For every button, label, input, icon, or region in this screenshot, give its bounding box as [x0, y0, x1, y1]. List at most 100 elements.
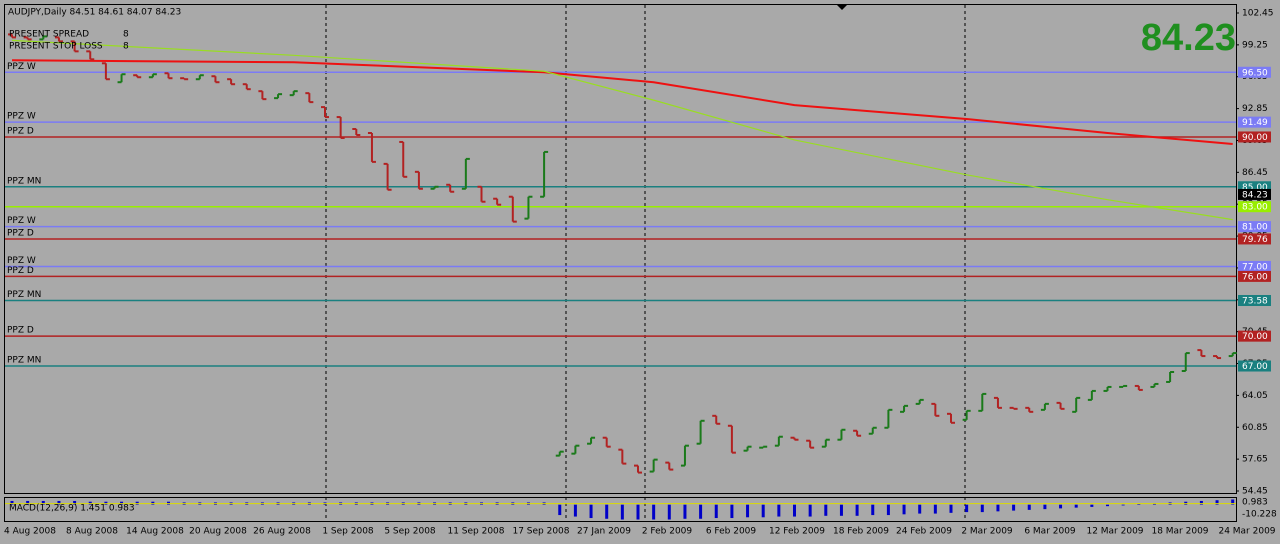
level-name: PPZ D: [7, 126, 34, 136]
y-tick-label: 102.45: [1242, 9, 1274, 19]
chart-title: AUDJPY,Daily 84.51 84.61 84.07 84.23: [8, 8, 181, 18]
level-box: [1238, 330, 1271, 342]
level-name: PPZ W: [7, 62, 36, 72]
current-price-box: [1238, 188, 1271, 200]
x-tick-label: 18 Feb 2009: [833, 527, 889, 537]
x-tick-label: 1 Sep 2008: [322, 527, 374, 537]
macd-bar: [636, 504, 640, 520]
x-tick-label: 2 Mar 2009: [961, 527, 1013, 537]
level-box: [1238, 294, 1271, 306]
x-tick-label: 12 Mar 2009: [1086, 527, 1143, 537]
y-tick-label: 57.65: [1242, 455, 1268, 465]
macd-bar: [746, 504, 750, 518]
x-tick-label: 6 Mar 2009: [1024, 527, 1076, 537]
level-box: [1238, 131, 1271, 143]
x-tick-label: 6 Feb 2009: [706, 527, 757, 537]
level-box: [1238, 66, 1271, 78]
level-price: 83.00: [1242, 203, 1268, 213]
level-name: PPZ D: [7, 266, 34, 276]
macd-bar: [1199, 500, 1203, 505]
macd-bar: [1074, 504, 1078, 508]
macd-bar: [1043, 504, 1047, 510]
macd-bar: [652, 504, 656, 520]
macd-bar: [824, 504, 828, 516]
macd-bar: [1137, 503, 1141, 505]
level-box: [1238, 116, 1271, 128]
x-tick-label: 4 Aug 2008: [4, 527, 56, 537]
macd-bar: [699, 504, 703, 519]
macd-bar: [667, 504, 671, 520]
macd-bar: [558, 504, 562, 516]
macd-bar: [1090, 504, 1094, 507]
level-price: 79.76: [1242, 235, 1268, 245]
level-name: PPZ W: [7, 112, 36, 122]
x-tick-label: 2 Feb 2009: [642, 527, 693, 537]
level-box: [1238, 360, 1271, 372]
x-tick-label: 11 Sep 2008: [447, 527, 504, 537]
macd-bar: [589, 504, 593, 519]
x-tick-label: 12 Feb 2009: [769, 527, 825, 537]
separators: [325, 5, 966, 521]
x-tick-label: 26 Aug 2008: [253, 527, 311, 537]
info-label: PRESENT STOP LOSS: [9, 42, 103, 52]
x-tick-label: 17 Sep 2008: [512, 527, 569, 537]
level-box: [1238, 233, 1271, 245]
level-price: 81.00: [1242, 223, 1268, 233]
macd-bar: [1231, 499, 1235, 505]
macd-axis-label: -10.228: [1242, 510, 1277, 520]
macd-bar: [996, 504, 1000, 512]
macd-bar: [855, 504, 859, 516]
macd-bar: [683, 504, 687, 519]
info-label: PRESENT SPREAD: [9, 30, 89, 40]
macd-bar: [980, 504, 984, 513]
macd-bar: [808, 504, 812, 517]
macd-bar: [1215, 500, 1219, 505]
level-name: PPZ W: [7, 216, 36, 226]
macd-bar: [761, 504, 765, 518]
macd-bar: [73, 500, 77, 505]
level-name: PPZ MN: [7, 176, 41, 186]
level-price: 96.50: [1242, 68, 1268, 78]
level-price: 76.00: [1242, 272, 1268, 282]
moving-average: [11, 39, 1233, 221]
macd-bar: [777, 504, 781, 517]
level-name: PPZ MN: [7, 356, 41, 366]
moving-average: [11, 59, 1233, 145]
current-price-label: 84.23: [1242, 190, 1268, 200]
info-value: 8: [123, 42, 129, 52]
y-tick-label: 64.05: [1242, 391, 1268, 401]
macd-frame: [4, 497, 1237, 522]
macd-bar: [871, 504, 875, 516]
macd-bar: [902, 504, 906, 515]
level-name: PPZ W: [7, 256, 36, 266]
macd-bar: [10, 500, 14, 505]
macd-axis-label: 0.983: [1242, 498, 1268, 508]
y-tick-label: 86.45: [1242, 168, 1268, 178]
macd-bar: [57, 500, 61, 505]
y-tick-label: 99.25: [1242, 40, 1268, 50]
plot-frame: [4, 4, 1237, 494]
level-box: [1238, 260, 1271, 272]
macd-bar: [886, 504, 890, 516]
macd-bar: [714, 504, 718, 519]
x-tick-label: 24 Feb 2009: [896, 527, 952, 537]
level-price: 77.00: [1242, 262, 1268, 272]
macd-bar: [918, 504, 922, 514]
shift-marker: [837, 5, 847, 10]
level-name: PPZ MN: [7, 290, 41, 300]
big-price: 84.23: [1141, 17, 1236, 59]
macd-bar: [965, 504, 969, 513]
level-price: 90.00: [1242, 133, 1268, 143]
level-box: [1238, 181, 1271, 193]
x-tick-label: 8 Aug 2008: [66, 527, 118, 537]
level-price: 67.00: [1242, 362, 1268, 372]
macd-bar: [949, 504, 953, 513]
y-tick-label: 92.85: [1242, 104, 1268, 114]
x-tick-label: 20 Aug 2008: [189, 527, 247, 537]
level-box: [1238, 221, 1271, 233]
level-price: 70.00: [1242, 332, 1268, 342]
level-name: PPZ D: [7, 326, 34, 336]
level-price: 85.00: [1242, 183, 1268, 193]
